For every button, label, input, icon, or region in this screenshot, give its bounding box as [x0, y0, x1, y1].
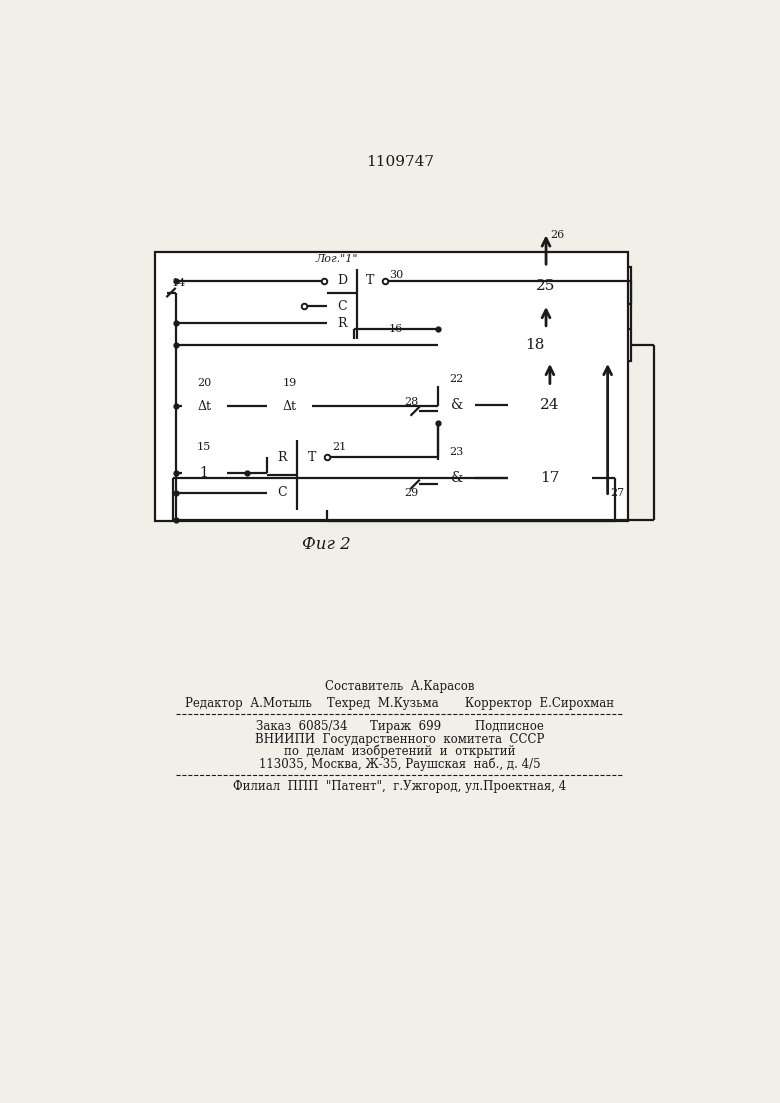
Text: ВНИИПИ  Государственного  комитета  СССР: ВНИИПИ Государственного комитета СССР [255, 732, 544, 746]
Text: 113035, Москва, Ж-35, Раушская  наб., д. 4/5: 113035, Москва, Ж-35, Раушская наб., д. … [259, 757, 541, 771]
Text: 15: 15 [197, 441, 211, 451]
Text: 18: 18 [525, 338, 544, 352]
Text: 24: 24 [540, 398, 559, 411]
Text: 20: 20 [197, 377, 211, 387]
Bar [182, 390, 226, 422]
Bar [438, 386, 475, 424]
Bar [508, 386, 592, 424]
Text: Фиг 2: Фиг 2 [302, 536, 351, 553]
Text: 21: 21 [332, 441, 346, 451]
Bar [268, 390, 312, 422]
Text: по  делам  изобретений  и  открытий: по делам изобретений и открытий [284, 745, 516, 758]
Text: Δt: Δt [282, 400, 296, 413]
Text: 30: 30 [388, 270, 403, 280]
Bar [268, 440, 328, 510]
Bar [438, 329, 631, 361]
Bar [155, 251, 629, 522]
Text: 27: 27 [610, 488, 624, 497]
Text: 14: 14 [172, 278, 186, 288]
Text: 23: 23 [449, 447, 464, 457]
Text: 28: 28 [404, 397, 418, 407]
Text: C: C [277, 486, 287, 500]
Text: R: R [337, 317, 347, 330]
Bar [182, 454, 226, 491]
Bar [438, 460, 475, 496]
Text: T: T [308, 451, 316, 463]
Text: D: D [337, 275, 347, 288]
Text: 19: 19 [282, 377, 296, 387]
Text: 22: 22 [449, 374, 464, 384]
Text: C: C [337, 300, 347, 313]
Text: 25: 25 [537, 279, 555, 292]
Text: Филиал  ППП  "Патент",  г.Ужгород, ул.Проектная, 4: Филиал ППП "Патент", г.Ужгород, ул.Проек… [233, 780, 566, 793]
Text: 29: 29 [404, 489, 418, 499]
Text: Заказ  6085/34      Тираж  699         Подписное: Заказ 6085/34 Тираж 699 Подписное [256, 720, 544, 733]
Text: 17: 17 [541, 471, 559, 485]
Bar [327, 269, 382, 339]
Text: 1: 1 [200, 465, 208, 480]
Text: 26: 26 [551, 229, 565, 239]
Bar [508, 460, 592, 496]
Text: 1109747: 1109747 [366, 154, 434, 169]
Text: &: & [451, 471, 463, 485]
Text: T: T [366, 275, 374, 288]
Bar [461, 267, 631, 304]
Text: Составитель  А.Карасов: Составитель А.Карасов [325, 681, 474, 694]
Text: Редактор  А.Мотыль    Техред  М.Кузьма       Корректор  Е.Сирохман: Редактор А.Мотыль Техред М.Кузьма Коррек… [185, 697, 615, 710]
Text: Лог."1": Лог."1" [315, 254, 357, 264]
Text: R: R [277, 451, 287, 463]
Text: &: & [451, 398, 463, 411]
Text: 16: 16 [388, 324, 402, 334]
Text: Δt: Δt [197, 400, 211, 413]
